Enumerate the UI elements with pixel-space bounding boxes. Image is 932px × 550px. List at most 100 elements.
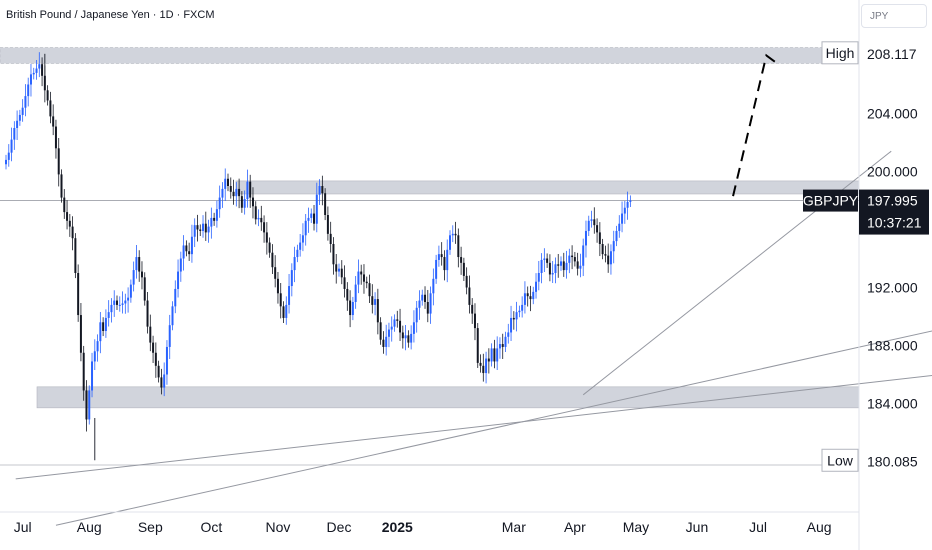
candle-body — [587, 220, 590, 231]
candle-body — [490, 348, 493, 362]
candle-body — [143, 277, 146, 301]
candle-body — [146, 300, 149, 327]
candle-body — [91, 361, 94, 391]
candle-body — [185, 245, 188, 252]
candle-body — [418, 300, 421, 308]
candle-body — [546, 258, 549, 263]
candle-body — [249, 181, 252, 198]
candle-body — [435, 259, 438, 279]
candle-body — [515, 312, 518, 320]
candle-body — [196, 225, 199, 230]
candle-body — [496, 348, 499, 362]
candle-body — [626, 201, 629, 208]
candle-body — [182, 245, 185, 259]
candle-body — [29, 74, 32, 85]
time-tick-label: Oct — [200, 519, 222, 535]
candle-body — [232, 191, 235, 197]
candle-body — [274, 267, 277, 279]
candle-body — [618, 223, 621, 231]
candle-body — [315, 194, 318, 224]
candle-body — [190, 236, 193, 255]
candle-body — [129, 284, 132, 298]
candle-body — [16, 120, 19, 128]
candle-body — [396, 319, 399, 321]
trendline-1 — [15, 375, 932, 480]
current-price: 197.995 — [867, 193, 918, 209]
bar-countdown: 10:37:21 — [867, 215, 922, 231]
candle-body — [621, 213, 624, 224]
candle-body — [102, 322, 105, 331]
candle-body — [224, 178, 227, 189]
candle-body — [301, 235, 304, 243]
time-tick-label: Apr — [564, 519, 586, 535]
candle-body — [360, 271, 363, 275]
candle-body — [140, 271, 143, 278]
candle-body — [79, 315, 82, 353]
candle-body — [74, 238, 77, 273]
candle-body — [482, 365, 485, 374]
candle-body — [462, 262, 465, 276]
candle-body — [299, 242, 302, 250]
candle-body — [560, 261, 562, 266]
candle-body — [85, 390, 88, 420]
candle-body — [49, 100, 52, 117]
current-price-box — [859, 189, 929, 235]
candle-body — [160, 377, 163, 388]
candle-body — [557, 264, 560, 266]
candle-body — [35, 68, 38, 73]
candle-body — [401, 332, 404, 339]
candle-body — [332, 244, 335, 265]
candle-body — [510, 317, 513, 333]
currency-selector[interactable]: JPY — [861, 4, 927, 28]
trendline-2 — [55, 330, 932, 526]
candle-body — [77, 273, 80, 316]
candle-body — [271, 252, 274, 268]
candle-body — [568, 255, 571, 263]
candle-body — [612, 241, 615, 252]
candle-body — [63, 197, 66, 213]
candle-body — [116, 300, 118, 305]
candle-body — [307, 217, 310, 221]
candle-body — [404, 335, 407, 339]
candle-body — [424, 294, 427, 302]
candle-body — [118, 304, 121, 306]
candle-body — [21, 107, 24, 115]
candle-body — [18, 114, 21, 121]
candle-body — [349, 300, 352, 316]
candle-body — [251, 197, 254, 207]
candle-body — [390, 326, 393, 330]
candle-body — [501, 344, 504, 347]
candle-body — [471, 304, 474, 314]
candle-body — [260, 217, 263, 223]
candle-body — [174, 288, 177, 307]
candle-body — [362, 274, 365, 282]
candle-body — [498, 344, 501, 349]
candle-body — [487, 358, 490, 362]
price-tick-label: 188.000 — [867, 338, 918, 354]
candle-body — [57, 148, 60, 175]
candle-body — [529, 296, 532, 300]
candle-body — [473, 313, 476, 329]
candle-body — [110, 304, 113, 313]
candle-body — [221, 188, 224, 198]
candle-body — [543, 258, 546, 260]
candle-body — [188, 251, 191, 255]
candle-body — [346, 288, 349, 301]
candle-body — [468, 287, 471, 305]
candle-body — [240, 196, 243, 208]
candle-body — [127, 297, 130, 301]
time-tick-label: Jul — [14, 519, 32, 535]
candle-body — [310, 213, 313, 218]
candle-body — [385, 336, 388, 347]
candle-body — [263, 222, 266, 233]
candle-body — [38, 64, 41, 69]
candle-body — [163, 374, 166, 388]
candle-body — [504, 336, 507, 347]
candle-body — [285, 304, 288, 318]
candle-body — [604, 254, 607, 256]
high-value: 208.117 — [867, 46, 917, 62]
candle-body — [71, 226, 74, 239]
candle-body — [43, 75, 46, 91]
candle-body — [615, 230, 618, 242]
